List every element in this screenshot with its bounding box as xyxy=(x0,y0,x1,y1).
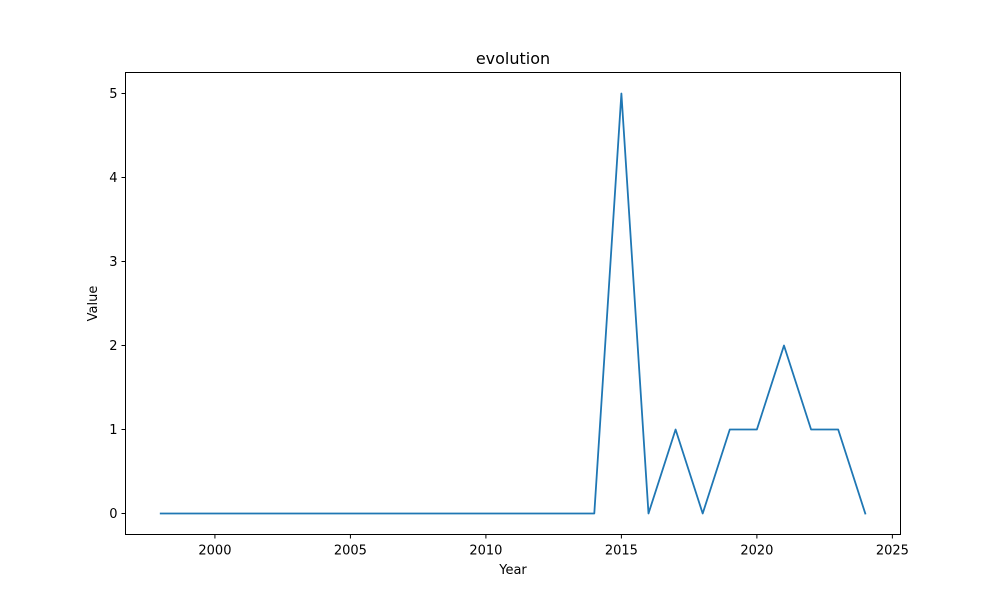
x-tick-label: 2000 xyxy=(198,544,231,559)
x-axis-label: Year xyxy=(498,563,527,578)
y-axis-ticks: 0 1 2 3 4 5 xyxy=(109,87,126,522)
series-layer xyxy=(159,92,867,515)
y-tick-label: 1 xyxy=(109,423,117,438)
y-tick-label: 4 xyxy=(109,171,117,186)
x-axis-ticks: 2000 2005 2010 2015 2020 2025 xyxy=(198,534,909,559)
y-axis-label: Value xyxy=(86,286,101,322)
x-tick-label: 2020 xyxy=(740,544,773,559)
y-tick-label: 2 xyxy=(109,339,117,354)
x-tick-label: 2010 xyxy=(469,544,502,559)
y-tick-label: 0 xyxy=(109,507,117,522)
plot-area-frame xyxy=(125,72,901,535)
chart-title: evolution xyxy=(476,49,550,68)
y-tick-label: 3 xyxy=(109,255,117,270)
x-tick-label: 2025 xyxy=(876,544,909,559)
x-tick-label: 2005 xyxy=(334,544,367,559)
x-tick-label: 2015 xyxy=(605,544,638,559)
series-line xyxy=(159,92,867,515)
y-tick-label: 5 xyxy=(109,87,117,102)
